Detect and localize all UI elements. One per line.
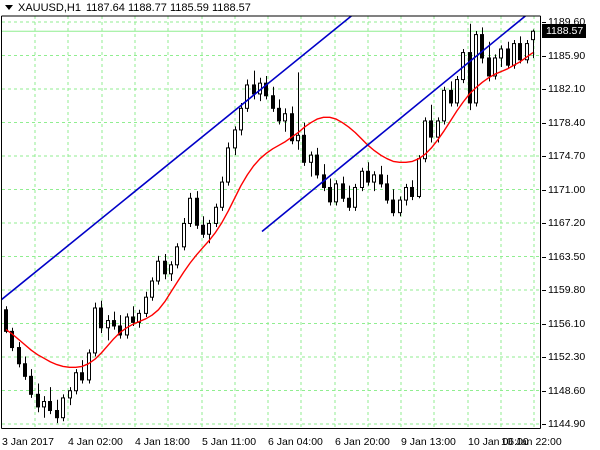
time-axis-label: 4 Jan 02:00	[68, 436, 123, 448]
trendlines	[2, 16, 527, 301]
time-axis-label: 6 Jan 20:00	[335, 436, 390, 448]
moving-average-line	[5, 52, 534, 368]
time-axis-label: 9 Jan 13:00	[401, 436, 456, 448]
time-axis-label: 10 Jan 22:00	[501, 436, 562, 448]
candlestick-series	[4, 23, 535, 424]
time-axis[interactable]: 3 Jan 2017 4 Jan 02:00 4 Jan 18:00 5 Jan 11…	[0, 432, 600, 450]
chart-frame	[1, 15, 541, 429]
ohlc-values: 1187.64 1188.77 1185.59 1188.57	[85, 1, 251, 14]
grid-lines	[2, 16, 540, 428]
time-axis-label: 5 Jan 11:00	[202, 436, 257, 448]
time-axis-label: 10 Jan 06:00	[468, 436, 529, 448]
chart-header: XAUUSD,H1 1187.64 1188.77 1185.59 1188.5…	[0, 0, 600, 15]
time-axis-label: 6 Jan 04:00	[268, 436, 323, 448]
symbol-label: XAUUSD,H1	[18, 1, 81, 14]
triangle-down-icon[interactable]	[5, 5, 13, 10]
time-axis-label: 3 Jan 2017	[2, 436, 54, 448]
time-axis-label: 4 Jan 18:00	[135, 436, 190, 448]
